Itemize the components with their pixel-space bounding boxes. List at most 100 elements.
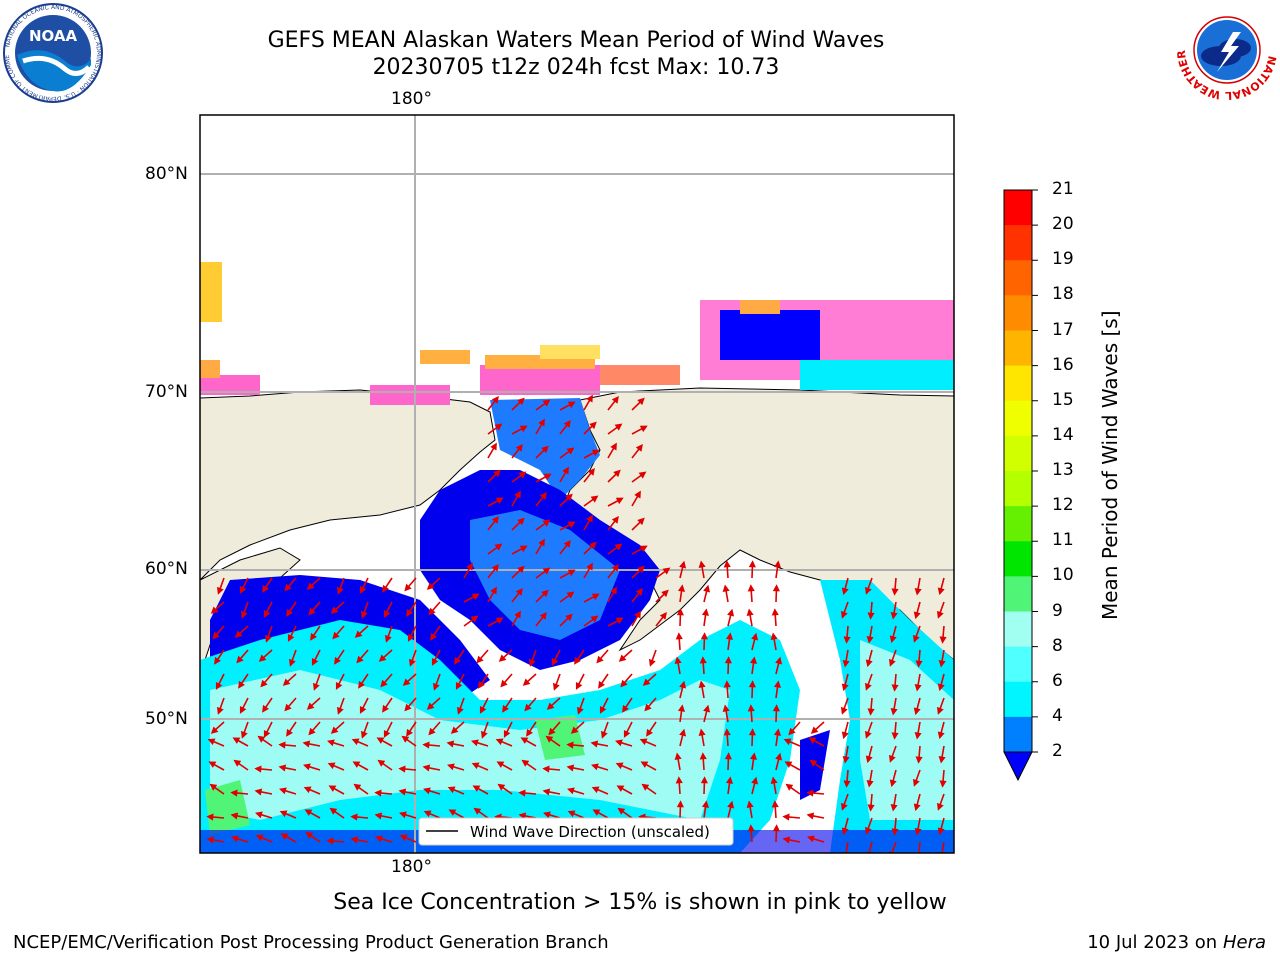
- wind-arrow-head: [674, 656, 682, 665]
- wind-arrow-head: [562, 466, 569, 475]
- wind-arrow-head: [915, 852, 923, 853]
- wind-arrow-head: [913, 707, 921, 716]
- colorbar-segment: [1004, 330, 1032, 367]
- wind-arrow-head: [724, 656, 732, 664]
- wind-arrow-head: [841, 827, 849, 836]
- wind-arrow-head: [303, 786, 312, 794]
- wind-arrow-head: [864, 682, 872, 691]
- colorbar-tick-label: 19: [1052, 249, 1074, 270]
- wind-arrow-head: [236, 655, 244, 664]
- wind-arrow-head: [677, 584, 686, 592]
- wind-arrow-head: [423, 787, 431, 795]
- wind-arrow-head: [329, 807, 338, 815]
- wind-arrow-head: [497, 783, 506, 791]
- wind-arrow-head: [548, 727, 556, 736]
- wind-arrow-head: [254, 788, 263, 796]
- wind-arrow-head: [514, 610, 521, 619]
- wind-arrow-head: [748, 728, 756, 736]
- wind-arrow-head: [352, 761, 361, 768]
- wind-arrow-head: [399, 811, 407, 819]
- bering-inner: [470, 510, 620, 640]
- footer-branch: NCEP/EMC/Verification Post Processing Pr…: [13, 932, 609, 953]
- wind-arrow-head: [334, 656, 341, 665]
- wind-arrow-head: [783, 738, 792, 746]
- wind-arrow-head: [552, 682, 560, 691]
- wind-arrow-head: [563, 420, 571, 428]
- wind-arrow-head: [356, 655, 364, 664]
- wind-arrow: [941, 841, 945, 853]
- wind-arrow-head: [598, 680, 605, 689]
- wind-arrow-head: [479, 705, 487, 714]
- colorbar-tick-label: 17: [1052, 319, 1074, 340]
- wind-arrow-head: [936, 706, 944, 715]
- wind-arrow-head: [230, 812, 239, 820]
- wind-arrow-head: [380, 679, 388, 688]
- wind-arrow-head: [644, 703, 652, 712]
- wind-arrow-head: [586, 394, 593, 403]
- wind-arrow-head: [503, 729, 511, 738]
- wind-arrow-head: [384, 634, 392, 643]
- wind-arrow-head: [287, 633, 295, 642]
- wind-arrow-head: [566, 447, 575, 455]
- map-legend: [418, 817, 734, 846]
- lat-tick-70: 70°N: [145, 382, 188, 402]
- wind-arrow-head: [215, 681, 223, 690]
- wind-arrow-head: [635, 588, 643, 596]
- wind-arrow-head: [566, 741, 574, 749]
- wind-arrow-head: [615, 617, 624, 625]
- wind-arrow-head: [867, 612, 875, 620]
- wind-arrow-head: [539, 612, 547, 620]
- wind-arrow-head: [659, 612, 667, 620]
- wind-arrow-head: [567, 521, 576, 529]
- wind-arrow-head: [589, 541, 597, 550]
- wind-arrow-head: [359, 585, 367, 594]
- wind-arrow-head: [383, 729, 391, 738]
- wind-arrow-head: [490, 586, 497, 595]
- wind-arrow-head: [699, 752, 707, 760]
- wind-arrow-head: [263, 729, 271, 738]
- wind-arrow-head: [423, 810, 432, 818]
- wind-arrow-head: [634, 490, 641, 499]
- wind-arrow-head: [350, 813, 358, 821]
- wind-arrow-head: [936, 610, 944, 619]
- wind-arrow-head: [520, 737, 529, 744]
- wind-arrow-head: [841, 731, 849, 740]
- wind-arrow-head: [620, 679, 628, 688]
- wind-arrow-head: [635, 444, 643, 452]
- wind-arrow-head: [576, 706, 584, 715]
- wind-arrow-head: [637, 565, 645, 574]
- wind-arrow-head: [616, 785, 625, 792]
- wind-arrow-head: [288, 658, 296, 667]
- wind-arrow-head: [335, 681, 343, 690]
- wind-arrow-head: [354, 630, 363, 638]
- wind-arrow-head: [596, 655, 604, 664]
- footer-date-text: 10 Jul 2023 on: [1087, 932, 1223, 953]
- wind-arrow-head: [542, 399, 551, 407]
- colorbar-tick-label: 13: [1052, 460, 1074, 480]
- wind-arrow-head: [864, 826, 872, 835]
- wind-arrow-head: [524, 703, 532, 712]
- wind-arrow-head: [938, 659, 946, 668]
- wind-arrow-head: [233, 759, 242, 767]
- wind-arrow-head: [286, 608, 293, 617]
- wind-arrow-head: [614, 543, 623, 551]
- wind-arrow-head: [360, 730, 368, 739]
- wind-arrow-head: [939, 636, 947, 644]
- wind-arrow-head: [566, 591, 575, 599]
- wind-arrow-head: [231, 835, 239, 843]
- wind-arrow-head: [308, 607, 316, 616]
- wind-arrow-head: [575, 681, 583, 690]
- wind-arrow-head: [937, 827, 945, 836]
- wind-arrow-head: [915, 756, 923, 764]
- nws-logo-icon: NATIONAL WEATHER SERVICE: [1177, 0, 1277, 100]
- wind-arrow-head: [771, 608, 779, 616]
- wind-arrow-head: [328, 785, 337, 792]
- wind-arrow-head: [542, 788, 551, 796]
- colorbar-segment: [1004, 471, 1032, 507]
- wind-arrow-head: [642, 678, 651, 686]
- lat-tick-50: 50°N: [145, 709, 188, 729]
- wind-arrow-head: [498, 654, 507, 662]
- wind-arrow-head: [207, 738, 216, 746]
- wind-arrow-head: [613, 469, 621, 478]
